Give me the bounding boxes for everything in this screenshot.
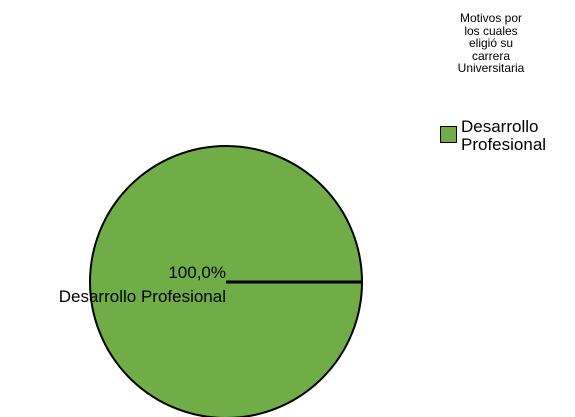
legend-label: Desarrollo Profesional: [461, 117, 547, 154]
legend-title: Motivos por los cuales eligió su carrera…: [457, 11, 525, 75]
legend-swatch: [440, 126, 457, 143]
slice-category-label: Desarrollo Profesional: [59, 287, 226, 306]
legend-item: Desarrollo Profesional: [440, 118, 546, 154]
slice-percent-label: 100,0%: [168, 263, 226, 282]
